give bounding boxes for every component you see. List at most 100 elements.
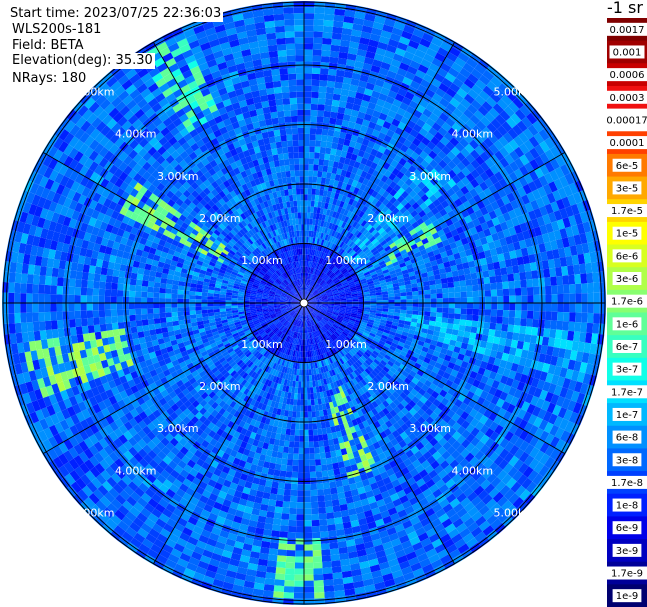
range-gate-cell xyxy=(473,110,485,121)
range-gate-cell xyxy=(464,191,474,201)
range-gate-cell xyxy=(417,172,426,182)
range-gate-cell xyxy=(343,209,350,217)
range-gate-cell xyxy=(445,141,456,151)
range-gate-cell xyxy=(320,239,325,246)
range-gate-cell xyxy=(347,90,357,98)
range-gate-cell xyxy=(322,283,328,289)
range-gate-cell xyxy=(305,278,307,285)
range-gate-cell xyxy=(304,459,310,467)
range-gate-cell xyxy=(281,507,290,514)
range-gate-cell xyxy=(324,240,329,248)
range-gate-cell xyxy=(419,202,428,211)
range-gate-cell xyxy=(329,50,340,58)
range-gate-cell xyxy=(376,297,383,301)
range-gate-cell xyxy=(479,181,489,191)
range-gate-cell xyxy=(389,188,398,197)
range-gate-cell xyxy=(377,210,385,218)
range-gate-cell xyxy=(274,573,286,581)
range-gate-cell xyxy=(364,215,371,223)
range-gate-cell xyxy=(416,197,425,206)
range-gate-cell xyxy=(320,272,325,278)
range-gate-cell xyxy=(405,186,414,195)
range-gate-cell xyxy=(323,110,331,118)
range-gate-cell xyxy=(307,273,310,280)
range-gate-cell xyxy=(286,550,296,557)
range-gate-cell xyxy=(367,154,376,162)
range-gate-cell xyxy=(371,197,379,206)
range-gate-cell xyxy=(324,215,329,222)
range-gate-cell xyxy=(284,580,295,587)
range-gate-cell xyxy=(307,399,312,406)
range-gate-cell xyxy=(287,525,297,533)
range-gate-cell xyxy=(412,54,424,65)
range-gate-cell xyxy=(267,468,275,476)
range-gate-cell xyxy=(352,214,359,222)
range-gate-cell xyxy=(322,37,332,45)
range-gate-cell xyxy=(315,128,323,135)
range-gate-cell xyxy=(459,137,470,148)
range-gate-cell xyxy=(326,228,331,235)
range-gate-cell xyxy=(325,268,331,275)
range-gate-cell xyxy=(406,224,415,233)
range-gate-cell xyxy=(315,231,320,239)
range-gate-cell xyxy=(350,35,361,44)
range-gate-cell xyxy=(320,245,325,252)
range-gate-cell xyxy=(349,185,356,193)
range-gate-cell xyxy=(326,518,336,526)
range-gate-cell xyxy=(424,307,431,312)
range-gate-cell xyxy=(470,169,480,179)
range-gate-cell xyxy=(313,19,324,26)
range-gate-cell xyxy=(412,310,419,315)
range-gate-cell xyxy=(295,417,300,424)
range-gate-cell xyxy=(304,284,306,291)
range-gate-cell xyxy=(435,117,446,127)
range-gate-cell xyxy=(421,32,434,43)
range-gate-cell xyxy=(332,26,343,34)
range-gate-cell xyxy=(520,318,527,327)
range-gate-cell xyxy=(306,230,310,237)
range-gate-cell xyxy=(431,207,440,216)
range-gate-cell xyxy=(459,280,467,287)
range-gate-cell xyxy=(270,487,278,495)
range-gate-cell xyxy=(333,584,345,592)
range-gate-cell xyxy=(367,210,375,218)
range-gate-cell xyxy=(423,53,435,64)
range-gate-cell xyxy=(335,261,341,268)
range-gate-cell xyxy=(342,21,354,30)
range-gate-cell xyxy=(295,411,301,418)
range-gate-cell xyxy=(380,87,390,96)
range-gate-cell xyxy=(304,586,315,593)
range-gate-cell xyxy=(274,463,282,471)
range-gate-cell xyxy=(342,202,349,210)
range-gate-cell xyxy=(432,93,443,103)
range-gate-cell xyxy=(289,501,298,509)
range-gate-cell xyxy=(300,387,304,394)
range-gate-cell xyxy=(454,57,467,68)
range-gate-cell xyxy=(323,439,330,447)
range-gate-cell xyxy=(354,265,361,271)
range-gate-cell xyxy=(336,143,344,151)
range-gate-cell xyxy=(304,182,309,189)
range-gate-cell xyxy=(520,279,527,288)
range-gate-cell xyxy=(430,307,437,313)
range-gate-cell xyxy=(424,27,437,38)
range-gate-cell xyxy=(436,298,443,303)
range-gate-cell xyxy=(427,83,439,94)
range-gate-cell xyxy=(330,216,335,224)
range-gate-cell xyxy=(309,459,316,466)
range-gate-cell xyxy=(331,499,340,507)
range-gate-cell xyxy=(482,328,490,336)
range-gate-cell xyxy=(311,507,319,515)
range-gate-cell xyxy=(431,122,442,132)
range-gate-cell xyxy=(464,325,472,333)
range-gate-cell xyxy=(288,447,294,454)
range-gate-cell xyxy=(300,405,304,412)
range-gate-cell xyxy=(484,283,491,291)
range-gate-cell xyxy=(299,435,304,442)
range-gate-cell xyxy=(288,519,297,527)
range-gate-cell xyxy=(304,538,313,545)
range-gate-cell xyxy=(369,219,377,227)
range-gate-cell xyxy=(461,157,471,168)
range-gate-cell xyxy=(311,255,315,262)
range-gate-cell xyxy=(438,82,450,93)
